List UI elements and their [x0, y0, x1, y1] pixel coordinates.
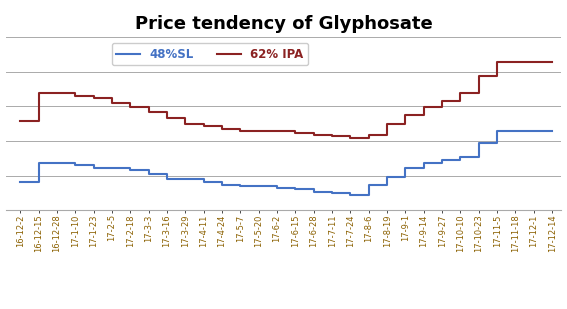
- 48%SL: [420, 161, 427, 164]
- 48%SL: [127, 168, 134, 171]
- 62% IPA: [17, 119, 24, 123]
- 62% IPA: [145, 111, 152, 114]
- 62% IPA: [72, 94, 79, 98]
- 48%SL: [439, 158, 446, 162]
- 62% IPA: [365, 133, 372, 137]
- 48%SL: [72, 163, 79, 167]
- 48%SL: [17, 180, 24, 184]
- 48%SL: [90, 167, 97, 170]
- 62% IPA: [237, 129, 244, 133]
- 48%SL: [457, 155, 464, 159]
- 62% IPA: [127, 105, 134, 109]
- 48%SL: [200, 180, 207, 184]
- 62% IPA: [402, 113, 409, 117]
- 48%SL: [347, 193, 354, 197]
- 48%SL: [365, 183, 372, 187]
- 62% IPA: [109, 101, 116, 104]
- 48%SL: [310, 190, 317, 194]
- 62% IPA: [274, 129, 281, 133]
- 62% IPA: [54, 91, 61, 95]
- 62% IPA: [292, 132, 299, 135]
- 62% IPA: [420, 105, 427, 109]
- 48%SL: [54, 161, 61, 164]
- Title: Price tendency of Glyphosate: Price tendency of Glyphosate: [134, 15, 433, 33]
- 62% IPA: [475, 74, 482, 78]
- 48%SL: [109, 167, 116, 170]
- Line: 48%SL: 48%SL: [20, 131, 552, 195]
- 62% IPA: [329, 134, 336, 138]
- 48%SL: [292, 187, 299, 191]
- 48%SL: [512, 129, 519, 133]
- 62% IPA: [310, 133, 317, 137]
- 48%SL: [274, 186, 281, 190]
- 62% IPA: [494, 60, 501, 64]
- 62% IPA: [384, 122, 391, 125]
- 48%SL: [255, 184, 262, 188]
- 62% IPA: [255, 129, 262, 133]
- 62% IPA: [530, 60, 537, 64]
- 62% IPA: [549, 60, 556, 64]
- 62% IPA: [200, 125, 207, 128]
- 48%SL: [164, 178, 171, 181]
- 62% IPA: [512, 60, 519, 64]
- 48%SL: [35, 161, 42, 164]
- 48%SL: [530, 129, 537, 133]
- 62% IPA: [182, 122, 189, 125]
- 48%SL: [549, 129, 556, 133]
- 62% IPA: [164, 116, 171, 120]
- 62% IPA: [457, 91, 464, 95]
- 48%SL: [237, 184, 244, 188]
- 48%SL: [329, 192, 336, 195]
- 48%SL: [475, 141, 482, 145]
- 48%SL: [402, 167, 409, 170]
- 48%SL: [182, 178, 189, 181]
- 48%SL: [494, 129, 501, 133]
- 62% IPA: [347, 136, 354, 139]
- Line: 62% IPA: 62% IPA: [20, 62, 552, 138]
- 48%SL: [145, 172, 152, 176]
- 62% IPA: [90, 97, 97, 100]
- 62% IPA: [439, 99, 446, 103]
- 62% IPA: [219, 127, 226, 131]
- 48%SL: [384, 175, 391, 179]
- Legend: 48%SL, 62% IPA: 48%SL, 62% IPA: [112, 43, 308, 66]
- 62% IPA: [35, 91, 42, 95]
- 48%SL: [219, 183, 226, 187]
